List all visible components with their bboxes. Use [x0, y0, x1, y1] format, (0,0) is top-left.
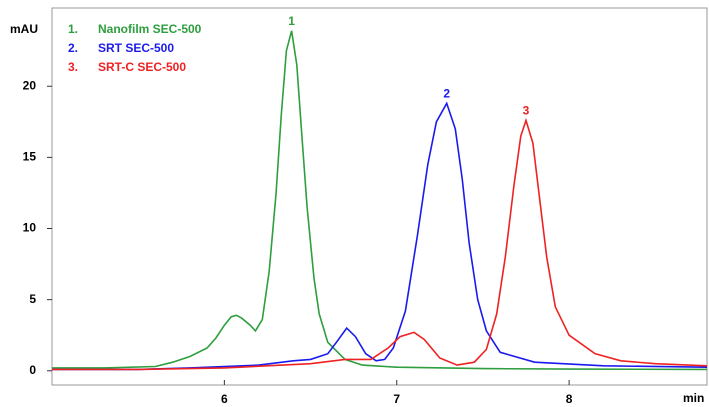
y-axis-label: mAU [10, 22, 38, 36]
legend-label: SRT-C SEC-500 [98, 60, 186, 74]
y-tick-label: 0 [29, 363, 36, 377]
y-tick-label: 20 [23, 78, 37, 92]
y-tick-label: 5 [29, 292, 36, 306]
legend-label: Nanofilm SEC-500 [98, 22, 202, 36]
x-axis-label: min [683, 391, 704, 405]
legend-number: 3. [68, 60, 78, 74]
legend-number: 2. [68, 41, 78, 55]
y-tick-label: 10 [23, 221, 37, 235]
peak-label: 1 [288, 14, 295, 28]
x-tick-label: 7 [393, 392, 400, 406]
legend-number: 1. [68, 22, 78, 36]
y-tick-label: 15 [23, 150, 37, 164]
legend-label: SRT SEC-500 [98, 41, 174, 55]
peak-label: 3 [523, 104, 530, 118]
series-line [52, 101, 708, 371]
peak-label: 2 [443, 86, 450, 100]
x-tick-label: 6 [221, 392, 228, 406]
series-line [52, 30, 708, 371]
plot-frame [51, 7, 708, 386]
x-tick-label: 8 [566, 392, 573, 406]
series-line [52, 117, 708, 371]
